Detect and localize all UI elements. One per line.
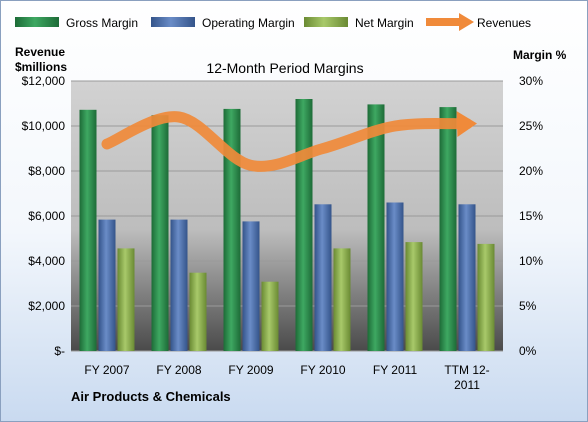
- left-tick-label: $-: [54, 344, 65, 358]
- legend-swatch: [15, 17, 59, 27]
- legend-swatch: [304, 17, 348, 27]
- bar-gross-margin: [439, 107, 457, 351]
- chart-title: 12-Month Period Margins: [206, 60, 363, 76]
- left-tick-label: $4,000: [28, 254, 65, 268]
- bar-net-margin: [261, 281, 279, 351]
- category-labels: FY 2007 FY 2008 FY 2009 FY 2010 FY 2011 TTM 1…: [84, 363, 489, 392]
- right-tick-label: 10%: [519, 254, 543, 268]
- right-tick-label: 20%: [519, 164, 543, 178]
- right-axis-ticks: 0% 5% 10% 15% 20% 25% 30%: [519, 74, 543, 358]
- bar-series: [79, 99, 495, 352]
- bar-operating-margin: [170, 219, 188, 351]
- revenue-line: [101, 111, 477, 172]
- left-tick-label: $6,000: [28, 209, 65, 223]
- left-tick-label: $12,000: [22, 74, 66, 88]
- right-tick-label: 0%: [519, 344, 537, 358]
- revenue-arrowhead: [456, 111, 477, 138]
- category-label: FY 2008: [156, 363, 201, 377]
- revenue-line-path: [101, 111, 473, 172]
- legend-label: Net Margin: [355, 16, 414, 30]
- bar-gross-margin: [79, 109, 97, 351]
- left-tick-label: $8,000: [28, 164, 65, 178]
- legend: Gross Margin Operating Margin Net Margin Re…: [15, 13, 531, 31]
- category-label: FY 2010: [300, 363, 345, 377]
- bar-gross-margin: [151, 115, 169, 351]
- bar-gross-margin: [295, 99, 313, 351]
- bar-operating-margin: [242, 221, 260, 351]
- category-label: 2011: [454, 378, 480, 392]
- legend-label: Revenues: [477, 16, 531, 30]
- category-label: FY 2007: [84, 363, 129, 377]
- legend-swatch: [151, 17, 195, 27]
- bar-net-margin: [189, 272, 207, 351]
- left-axis-title-line1: Revenue: [15, 45, 65, 59]
- right-tick-label: 5%: [519, 299, 537, 313]
- left-tick-label: $10,000: [22, 119, 66, 133]
- company-name: Air Products & Chemicals: [71, 389, 231, 404]
- legend-label: Operating Margin: [202, 16, 295, 30]
- legend-swatch-arrow: [459, 13, 474, 31]
- bar-operating-margin: [314, 204, 332, 351]
- left-tick-label: $2,000: [28, 299, 65, 313]
- category-label: TTM 12-: [444, 363, 489, 377]
- bar-gross-margin: [223, 108, 241, 352]
- bar-operating-margin: [458, 204, 476, 351]
- bar-operating-margin: [386, 202, 404, 351]
- bar-gross-margin: [367, 104, 385, 352]
- left-axis-title-line2: $millions: [15, 60, 67, 74]
- bar-net-margin: [477, 243, 495, 351]
- category-label: FY 2009: [228, 363, 273, 377]
- right-tick-label: 15%: [519, 209, 543, 223]
- left-axis-ticks: $- $2,000 $4,000 $6,000 $8,000 $10,000 $12,000: [22, 74, 66, 358]
- category-label: FY 2011: [373, 363, 418, 377]
- legend-label: Gross Margin: [66, 16, 138, 30]
- bar-net-margin: [405, 242, 423, 351]
- right-tick-label: 25%: [519, 119, 543, 133]
- bar-net-margin: [117, 248, 135, 351]
- bar-operating-margin: [98, 219, 116, 351]
- right-tick-label: 30%: [519, 74, 543, 88]
- bar-net-margin: [333, 248, 351, 351]
- right-axis-title: Margin %: [513, 48, 567, 62]
